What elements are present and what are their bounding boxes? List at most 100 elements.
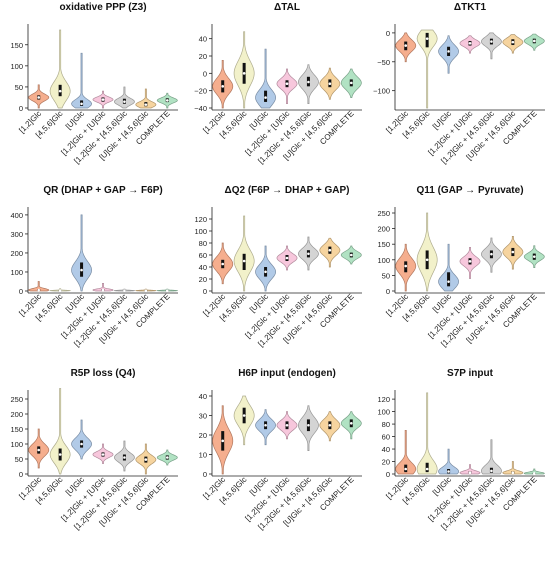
y-tick-label: 150 [377, 240, 390, 249]
y-tick-label: 120 [194, 215, 207, 224]
panel-title: Q11 (GAP → Pyruvate) [416, 185, 523, 196]
violin-iqr-bar [425, 32, 429, 48]
y-tick-label: 100 [377, 256, 390, 265]
panel-title: oxidative PPP (Z3) [59, 2, 146, 13]
violin-median-dot [221, 85, 225, 88]
violin-median-dot [80, 442, 83, 446]
y-tick-label: 100 [194, 227, 207, 236]
y-tick-label: 80 [382, 420, 390, 429]
panel-title: H6P input (endogen) [238, 368, 336, 379]
violin-median-dot [80, 268, 83, 272]
violin-median-dot [242, 72, 246, 75]
y-tick-label: 150 [10, 41, 23, 50]
violin-body [49, 388, 71, 475]
y-tick-label: 300 [10, 230, 23, 239]
violin-median-dot [144, 289, 148, 292]
violin-median-dot [101, 98, 105, 101]
violin-median-dot [425, 37, 429, 40]
violin-body [233, 215, 255, 292]
violin-median-dot [165, 99, 169, 102]
y-tick-label: 200 [377, 225, 390, 234]
y-tick-label: 10 [199, 451, 207, 460]
y-tick-label: 0 [203, 69, 207, 78]
panel-title: QR (DHAP + GAP → F6P) [43, 185, 162, 196]
y-tick-label: 30 [199, 412, 207, 421]
violin-median-dot [511, 250, 515, 254]
y-tick-label: 0 [386, 287, 390, 296]
panel-6: Q11 (GAP → Pyruvate)050100150200250[1,2]… [377, 185, 545, 349]
violin-median-dot [490, 40, 493, 43]
violin-iqr-bar [447, 272, 451, 287]
y-tick-label: −20 [194, 87, 207, 96]
violin-median-dot [425, 258, 429, 262]
y-tick-label: 0 [19, 470, 23, 479]
violin-body [92, 283, 114, 292]
y-tick-label: 200 [10, 410, 23, 419]
y-tick-label: 40 [382, 445, 390, 454]
violin-body [395, 429, 417, 475]
y-tick-label: 200 [10, 249, 23, 258]
panel-1: oxidative PPP (Z3)050100150[1,2]Glc[4,5,… [10, 2, 178, 166]
y-tick-label: 0 [19, 287, 23, 296]
violin-body [481, 439, 502, 475]
violin-median-dot [328, 248, 332, 252]
violin-median-dot [144, 103, 148, 106]
violin-median-dot [532, 255, 536, 258]
y-tick-label: 40 [199, 392, 207, 401]
violin-median-dot [349, 253, 353, 257]
violin-median-dot [80, 102, 83, 106]
violin-median-dot [349, 422, 353, 425]
violin-median-dot [511, 40, 515, 44]
y-tick-label: 100 [10, 62, 23, 71]
violin-median-dot [511, 471, 515, 475]
violin-median-dot [447, 50, 450, 53]
violin-median-dot [242, 414, 246, 417]
y-tick-label: 20 [199, 431, 207, 440]
violin-body [523, 468, 545, 475]
panel-title: ΔTAL [274, 2, 300, 13]
violin-median-dot [349, 81, 353, 85]
violin-median-dot [307, 423, 310, 427]
panel-9: S7P input020406080100120[1,2]Glc[4,5,6]G… [377, 368, 545, 532]
violin-median-dot [242, 259, 246, 263]
violin-median-dot [101, 453, 105, 456]
violin-median-dot [101, 288, 105, 292]
violin-median-dot [123, 100, 126, 103]
y-tick-label: −100 [373, 87, 390, 96]
panel-title: ΔTKT1 [454, 2, 487, 13]
violin-median-dot [532, 39, 536, 43]
y-tick-label: 400 [10, 211, 23, 220]
violin-body [255, 48, 276, 109]
violin-body [114, 86, 135, 109]
y-tick-label: 0 [203, 287, 207, 296]
violin-median-dot [165, 456, 169, 459]
violin-median-dot [307, 80, 310, 84]
y-tick-label: 80 [199, 239, 207, 248]
violin-median-dot [285, 423, 289, 427]
y-tick-label: −50 [377, 58, 390, 67]
y-tick-label: 50 [15, 455, 23, 464]
violin-median-dot [264, 270, 267, 274]
y-tick-label: 20 [199, 275, 207, 284]
violin-median-dot [144, 458, 148, 461]
violin-median-dot [37, 288, 41, 292]
violin-median-dot [285, 82, 289, 86]
y-tick-label: 60 [382, 433, 390, 442]
violin-body [28, 281, 50, 292]
y-tick-label: 100 [10, 440, 23, 449]
violin-median-dot [37, 96, 41, 99]
y-tick-label: 120 [377, 395, 390, 404]
violin-body [481, 32, 502, 60]
y-tick-label: −40 [194, 104, 207, 113]
violin-median-dot [221, 262, 225, 266]
violin-median-dot [490, 469, 493, 473]
violin-body [502, 461, 524, 475]
y-tick-label: 100 [377, 408, 390, 417]
y-tick-label: 150 [10, 425, 23, 434]
violin-median-dot [221, 439, 225, 443]
violin-median-dot [447, 470, 450, 473]
violin-median-dot [58, 89, 62, 93]
panel-3: ΔTKT1−100−500[1,2]Glc[4,5,6]Glc [U]Glc[1,… [373, 2, 545, 166]
